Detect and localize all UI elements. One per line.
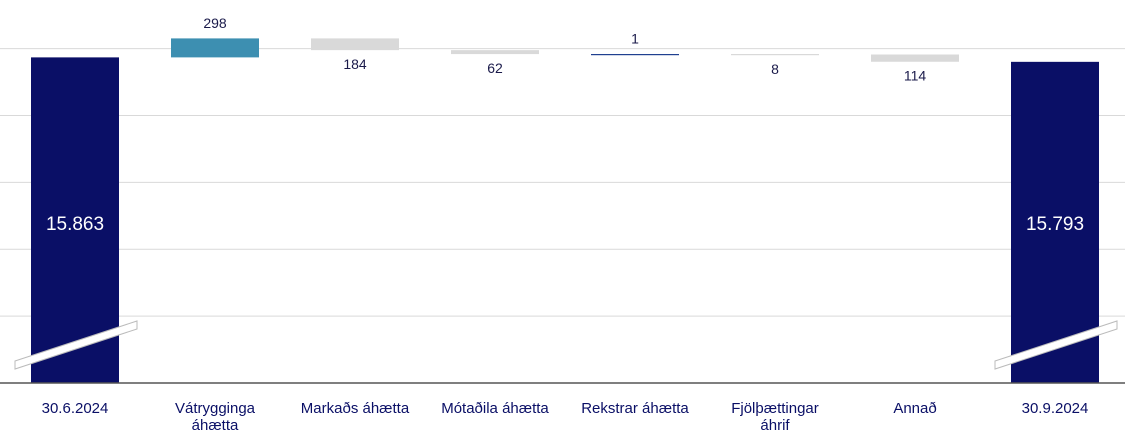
value-label: 114 xyxy=(904,67,927,83)
bar xyxy=(311,38,399,51)
x-tick-label: Mótaðila áhætta xyxy=(441,400,549,417)
x-tick-label: 30.6.2024 xyxy=(41,400,109,417)
axis-break xyxy=(14,320,138,370)
value-label: 1 xyxy=(631,31,639,47)
bar xyxy=(591,54,679,56)
bar xyxy=(1011,61,1099,384)
x-tick-label: Markaðs áhætta xyxy=(300,400,410,417)
x-tick-label: 30.9.2024 xyxy=(1021,400,1089,417)
value-label: 298 xyxy=(203,15,227,31)
value-label: 15.793 xyxy=(1026,214,1084,235)
x-tick-label: Rekstrar áhætta xyxy=(581,400,689,417)
value-label: 184 xyxy=(343,56,367,72)
bar xyxy=(171,38,259,58)
bar xyxy=(731,54,819,56)
bar xyxy=(451,50,539,55)
value-label: 62 xyxy=(487,60,503,76)
x-tick-label: Annað xyxy=(893,400,937,417)
value-label: 15.863 xyxy=(46,214,104,235)
bar xyxy=(871,54,959,62)
bar xyxy=(31,57,119,384)
x-tick-label: Vátrygginga áhætta xyxy=(174,400,256,434)
axis-break xyxy=(994,320,1118,370)
value-label: 8 xyxy=(771,61,779,77)
x-tick-label: Fjölþættingar áhrif xyxy=(731,400,819,434)
